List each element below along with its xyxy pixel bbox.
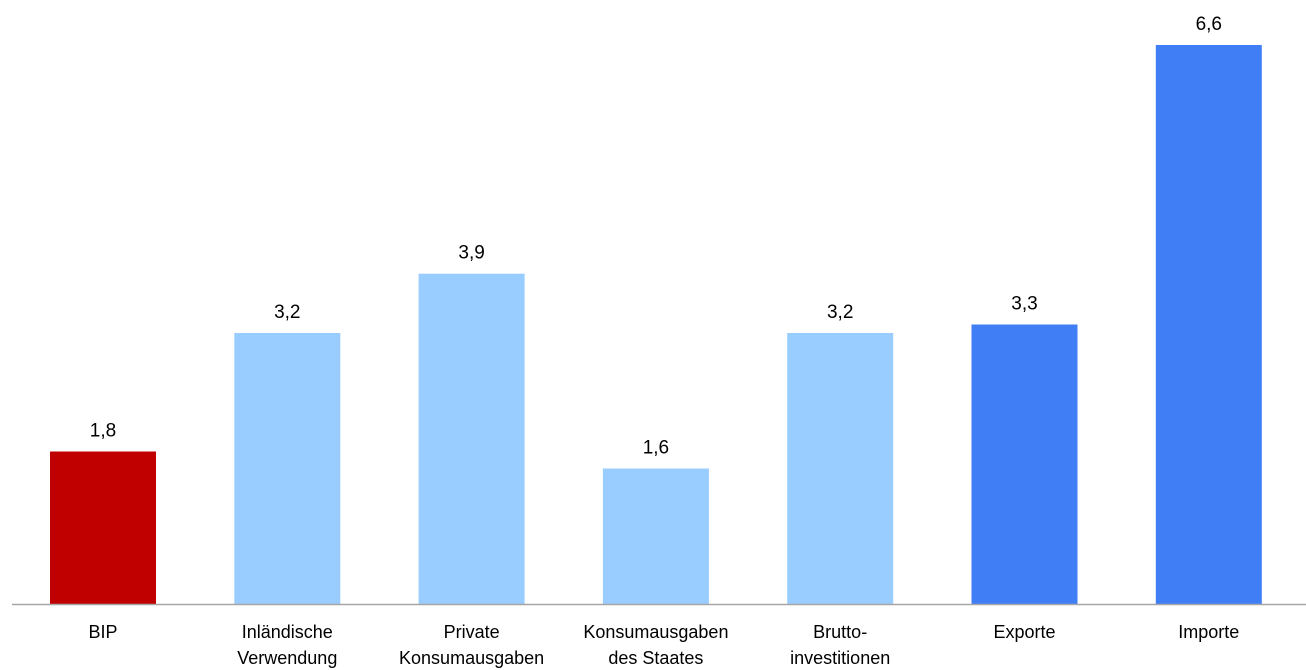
value-label-1: 3,2: [274, 302, 300, 323]
category-label-0-line-0: BIP: [88, 622, 117, 642]
bar-5: [971, 324, 1078, 604]
category-label-2-line-0: Private: [444, 622, 500, 642]
bars-group: [50, 45, 1262, 604]
value-label-4: 3,2: [827, 302, 853, 323]
category-label-4-line-0: Brutto-: [813, 622, 867, 642]
bar-2: [418, 273, 525, 604]
value-label-3: 1,6: [643, 438, 669, 459]
category-label-5-line-0: Exporte: [993, 622, 1055, 642]
bar-3: [602, 468, 709, 604]
category-label-1-line-1: Verwendung: [237, 648, 337, 668]
value-label-2: 3,9: [458, 243, 484, 264]
bar-0: [50, 451, 156, 604]
category-label-4-line-1: investitionen: [790, 648, 890, 668]
category-label-3-line-1: des Staates: [608, 648, 703, 668]
category-labels-group: BIP Inländische Verwendung Private Konsumaus…: [88, 622, 1239, 668]
bar-6: [1155, 45, 1262, 604]
bar-1: [234, 333, 341, 604]
category-label-1-line-0: Inländische: [242, 622, 333, 642]
value-labels-group: 1,8 3,2 3,9 1,6 3,2 3,3 6,6: [90, 14, 1222, 459]
value-label-0: 1,8: [90, 421, 116, 442]
category-label-6-line-0: Importe: [1178, 622, 1239, 642]
category-label-2-line-1: Konsumausgaben: [399, 648, 544, 668]
category-label-3-line-0: Konsumausgaben: [583, 622, 728, 642]
value-label-5: 3,3: [1011, 294, 1037, 315]
value-label-6: 6,6: [1196, 14, 1222, 35]
bar-4: [787, 333, 894, 604]
